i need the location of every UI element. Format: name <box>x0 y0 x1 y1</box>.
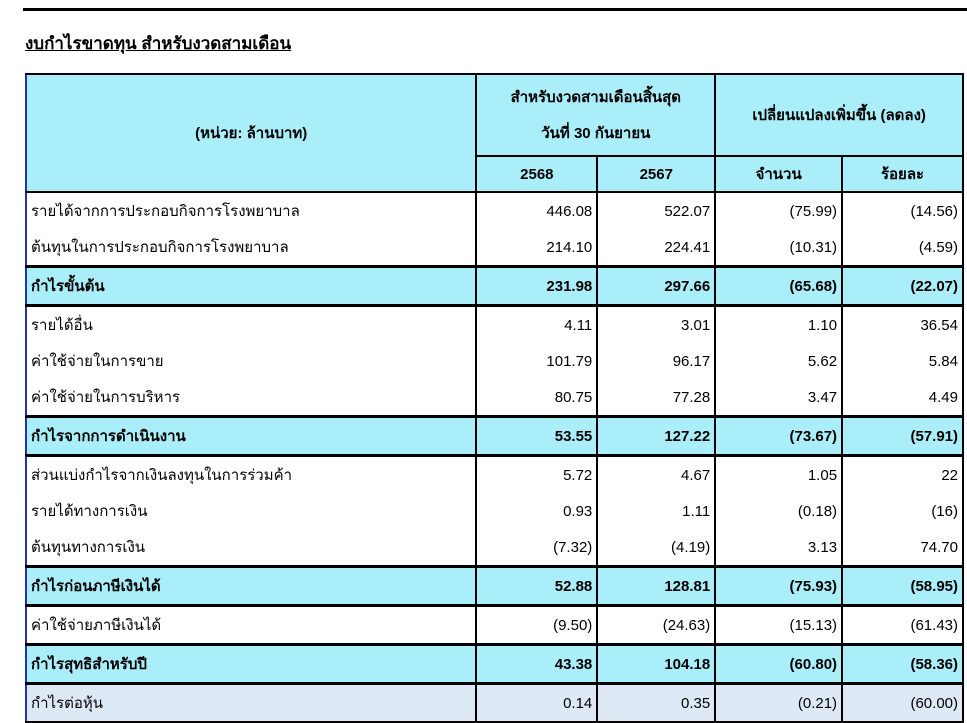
change-amount: (65.68) <box>714 265 844 307</box>
value-2567: 0.35 <box>596 682 717 723</box>
value-2568: 446.08 <box>475 192 599 229</box>
value-2567: 3.01 <box>596 305 717 343</box>
value-2568: 43.38 <box>475 643 599 685</box>
page-title: งบกำไรขาดทุน สำหรับงวดสามเดือน <box>25 34 292 53</box>
unit-header: (หน่วย: ล้านบาท) <box>24 73 478 193</box>
year-2568-header: 2568 <box>475 155 599 193</box>
value-2568: 231.98 <box>475 265 599 307</box>
change-percent: 74.70 <box>841 529 964 567</box>
row-label: ส่วนแบ่งกำไรจากเงินลงทุนในการร่วมค้า <box>24 455 477 493</box>
change-amount: (75.99) <box>714 192 844 229</box>
change-percent: 4.49 <box>841 379 964 417</box>
change-amount: (0.18) <box>714 493 844 529</box>
change-percent: 22 <box>841 455 964 493</box>
change-amount: 1.10 <box>714 305 844 343</box>
value-2568: 4.11 <box>475 305 599 343</box>
amount-header: จำนวน <box>714 155 844 193</box>
value-2568: 214.10 <box>475 229 599 267</box>
change-amount: (10.31) <box>714 229 844 267</box>
table-row: กำไรก่อนภาษีเงินได้ 52.88 128.81 (75.93) (58… <box>24 565 964 607</box>
income-statement-table: (หน่วย: ล้านบาท) สำหรับงวดสามเดือนสิ้นสุ… <box>24 73 964 723</box>
period-line-2: วันที่ 30 กันยายน <box>541 125 651 142</box>
table-row: ค่าใช้จ่ายในการขาย 101.79 96.17 5.62 5.84 <box>24 343 964 379</box>
value-2567: 522.07 <box>596 192 717 229</box>
row-label: ค่าใช้จ่ายในการขาย <box>24 343 477 379</box>
value-2568: 0.93 <box>475 493 599 529</box>
change-percent: (4.59) <box>841 229 964 267</box>
value-2568: 52.88 <box>475 565 599 607</box>
value-2567: 96.17 <box>596 343 717 379</box>
table-row: กำไรขั้นต้น 231.98 297.66 (65.68) (22.07) <box>24 265 964 307</box>
change-amount: (15.13) <box>714 605 844 645</box>
period-line-1: สำหรับงวดสามเดือนสิ้นสุด <box>510 89 682 106</box>
change-percent: (58.95) <box>841 565 964 607</box>
row-label: กำไรต่อหุ้น <box>24 682 477 723</box>
change-percent: 36.54 <box>841 305 964 343</box>
value-2568: 80.75 <box>475 379 599 417</box>
value-2568: 0.14 <box>475 682 599 723</box>
row-label: รายได้จากการประกอบกิจการโรงพยาบาล <box>24 192 477 229</box>
change-amount: (73.67) <box>714 415 844 457</box>
change-percent: (14.56) <box>841 192 964 229</box>
value-2568: (7.32) <box>475 529 599 567</box>
row-label: กำไรก่อนภาษีเงินได้ <box>24 565 477 607</box>
row-label: รายได้อื่น <box>24 305 477 343</box>
change-amount: 3.47 <box>714 379 844 417</box>
row-label: ค่าใช้จ่ายในการบริหาร <box>24 379 477 417</box>
table-row: กำไรสุทธิสำหรับปี 43.38 104.18 (60.80) (58.3… <box>24 643 964 685</box>
change-percent: (16) <box>841 493 964 529</box>
value-2568: 53.55 <box>475 415 599 457</box>
table-row: รายได้จากการประกอบกิจการโรงพยาบาล 446.08 5… <box>24 192 964 229</box>
period-header: สำหรับงวดสามเดือนสิ้นสุดวันที่ 30 กันยาย… <box>475 73 717 157</box>
header-row: (หน่วย: ล้านบาท) สำหรับงวดสามเดือนสิ้นสุ… <box>24 73 964 193</box>
change-percent: 5.84 <box>841 343 964 379</box>
row-label: กำไรขั้นต้น <box>24 265 477 307</box>
row-label: กำไรสุทธิสำหรับปี <box>24 643 477 685</box>
table-row: กำไรต่อหุ้น 0.14 0.35 (0.21) (60.00) <box>24 682 964 723</box>
value-2567: 77.28 <box>596 379 717 417</box>
change-percent: (57.91) <box>841 415 964 457</box>
change-percent: (58.36) <box>841 643 964 685</box>
change-amount: (60.80) <box>714 643 844 685</box>
change-amount: 3.13 <box>714 529 844 567</box>
change-header: เปลี่ยนแปลงเพิ่มขึ้น (ลดลง) <box>714 73 964 157</box>
change-amount: (0.21) <box>714 682 844 723</box>
percent-header: ร้อยละ <box>841 155 964 193</box>
change-amount: 1.05 <box>714 455 844 493</box>
value-2567: (4.19) <box>596 529 717 567</box>
table-row: รายได้ทางการเงิน 0.93 1.11 (0.18) (16) <box>24 493 964 529</box>
value-2568: (9.50) <box>475 605 599 645</box>
table-row: ต้นทุนในการประกอบกิจการโรงพยาบาล 214.10 22… <box>24 229 964 267</box>
table-row: ค่าใช้จ่ายภาษีเงินได้ (9.50) (24.63) (15.13… <box>24 605 964 645</box>
year-2567-header: 2567 <box>596 155 717 193</box>
table-row: ค่าใช้จ่ายในการบริหาร 80.75 77.28 3.47 4.49 <box>24 379 964 417</box>
value-2567: 128.81 <box>596 565 717 607</box>
value-2567: (24.63) <box>596 605 717 645</box>
table-row: ส่วนแบ่งกำไรจากเงินลงทุนในการร่วมค้า 5.72… <box>24 455 964 493</box>
value-2568: 5.72 <box>475 455 599 493</box>
row-label: ค่าใช้จ่ายภาษีเงินได้ <box>24 605 477 645</box>
table-row: กำไรจากการดำเนินงาน 53.55 127.22 (73.67) (57… <box>24 415 964 457</box>
value-2567: 297.66 <box>596 265 717 307</box>
value-2567: 104.18 <box>596 643 717 685</box>
value-2568: 101.79 <box>475 343 599 379</box>
value-2567: 127.22 <box>596 415 717 457</box>
row-label: ต้นทุนทางการเงิน <box>24 529 477 567</box>
value-2567: 224.41 <box>596 229 717 267</box>
value-2567: 4.67 <box>596 455 717 493</box>
subheader-row: 2568 2567 จำนวน ร้อยละ <box>26 155 964 193</box>
value-2567: 1.11 <box>596 493 717 529</box>
row-label: รายได้ทางการเงิน <box>24 493 477 529</box>
change-percent: (22.07) <box>841 265 964 307</box>
top-rule <box>23 8 967 11</box>
row-label: กำไรจากการดำเนินงาน <box>24 415 477 457</box>
table-row: รายได้อื่น 4.11 3.01 1.10 36.54 <box>24 305 964 343</box>
change-percent: (60.00) <box>841 682 964 723</box>
change-amount: 5.62 <box>714 343 844 379</box>
change-amount: (75.93) <box>714 565 844 607</box>
table-row: ต้นทุนทางการเงิน (7.32) (4.19) 3.13 74.70 <box>24 529 964 567</box>
row-label: ต้นทุนในการประกอบกิจการโรงพยาบาล <box>24 229 477 267</box>
change-percent: (61.43) <box>841 605 964 645</box>
